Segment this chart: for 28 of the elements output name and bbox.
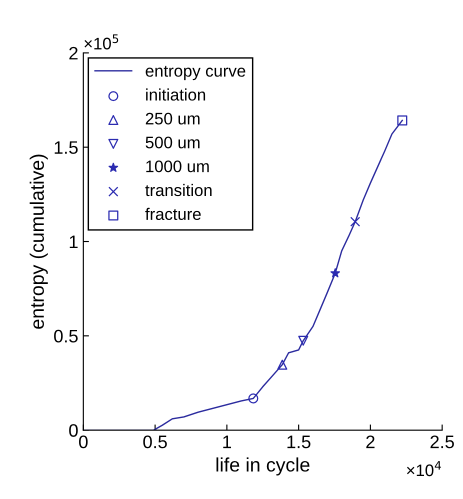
y-tick-label: 1 <box>70 236 78 248</box>
legend-label: 1000 um <box>146 160 209 172</box>
x-tick-label: 2 <box>366 435 375 448</box>
point <box>330 268 340 278</box>
x-tick-label: 0.5 <box>143 435 167 448</box>
point <box>248 393 258 404</box>
x-axis-title: life in cycle <box>216 457 310 476</box>
legend-label: 250 um <box>146 112 200 125</box>
text: ×10$^{4}$ <box>406 461 442 476</box>
legend-label: entropy curve <box>146 66 246 80</box>
x-tick-label: 1 <box>223 436 232 448</box>
y-axis-title: entropy (cumulative) <box>30 154 48 329</box>
point <box>298 336 308 346</box>
point <box>397 115 408 126</box>
x-tick-label: 0 <box>79 435 88 448</box>
point <box>277 360 288 370</box>
text: ×10$^{5}$ <box>84 34 118 50</box>
legend-label: 500 um <box>146 136 200 148</box>
y-tick-label: 0.5 <box>54 330 78 343</box>
x-tick-label: 2.5 <box>430 435 454 448</box>
legend-label: transition <box>145 184 212 196</box>
y-tick-label: 1.5 <box>54 141 78 154</box>
legend-label: initiation <box>146 88 206 101</box>
x-tick-label: 1.5 <box>287 436 310 448</box>
point <box>350 216 360 227</box>
y-tick-label: 2 <box>69 46 78 60</box>
y-tick-label: 0 <box>69 424 78 437</box>
legend-label: fracture <box>145 208 201 220</box>
